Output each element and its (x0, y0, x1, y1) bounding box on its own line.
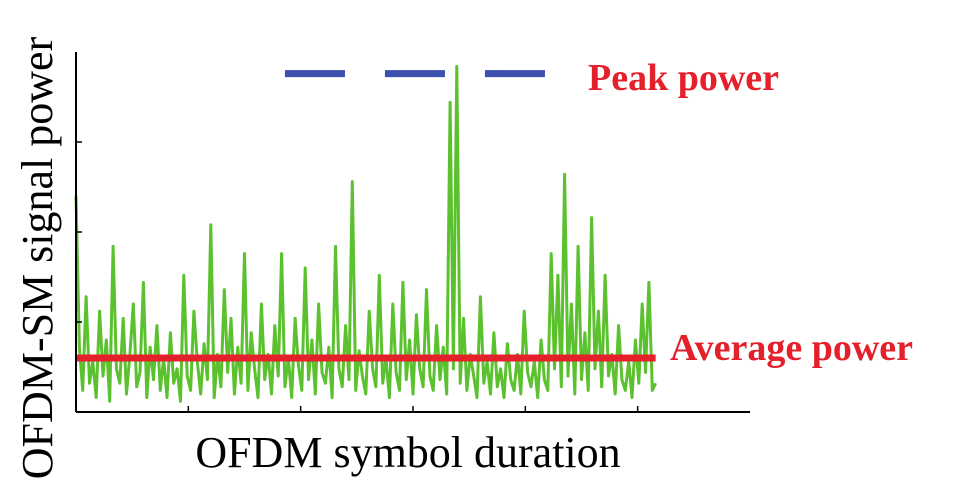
signal-power-series (74, 64, 657, 403)
y-axis-label: OFDM-SM signal power (13, 36, 62, 479)
x-axis-label: OFDM symbol duration (195, 428, 620, 477)
peak-power-label: Peak power (588, 57, 779, 99)
average-power-label: Average power (670, 327, 913, 369)
plot-area (74, 64, 657, 403)
axis-ticks (76, 141, 639, 412)
